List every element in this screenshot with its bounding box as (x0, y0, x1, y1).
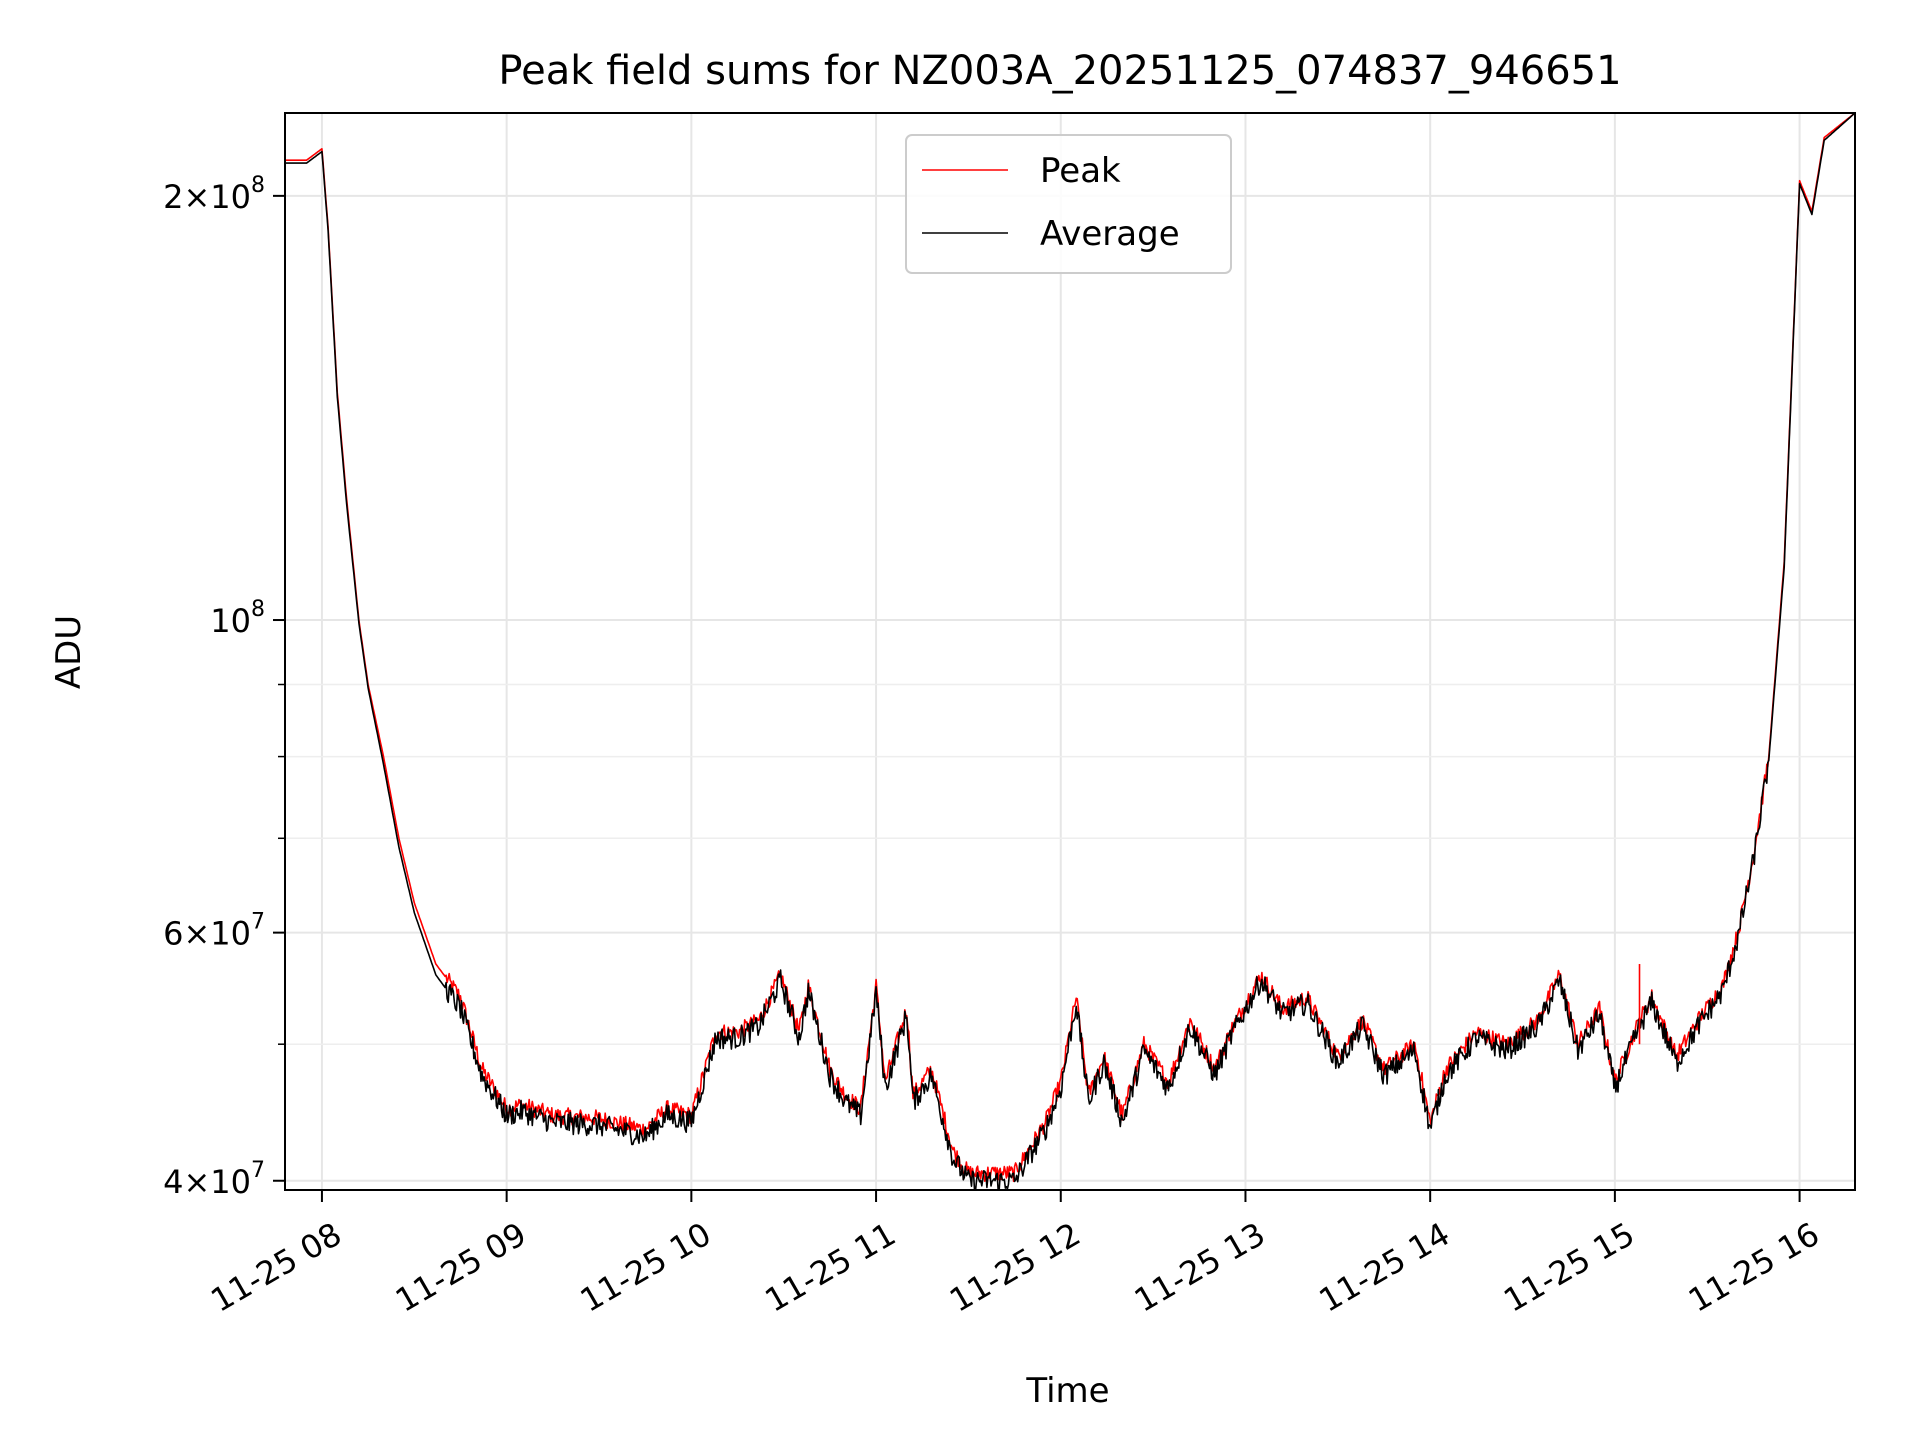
y-tick-label-exponent: 8 (251, 173, 265, 198)
chart-title: Peak field sums for NZ003A_20251125_0748… (498, 48, 1621, 94)
y-tick-label-exponent: 7 (251, 1158, 265, 1183)
x-axis-label: Time (1025, 1371, 1109, 1411)
plot-frame (284, 112, 1856, 1191)
y-tick-label-base: 6×10 (163, 915, 251, 953)
series-layer (285, 113, 1855, 1190)
y-tick-label-base: 2×10 (163, 178, 251, 216)
y-tick-label-exponent: 7 (251, 910, 265, 935)
legend-label-average: Average (1040, 214, 1180, 254)
y-axis-label: ADU (49, 615, 89, 689)
grid-lines (285, 113, 1855, 1190)
y-tick-label: 6×107 (163, 910, 265, 953)
legend-label-peak: Peak (1040, 151, 1121, 191)
series-line-average (285, 113, 1855, 1190)
y-tick-label: 2×108 (163, 173, 265, 216)
legend: Peak Average (905, 134, 1232, 274)
y-tick-label-exponent: 8 (251, 597, 265, 622)
y-tick-label-base: 4×10 (163, 1163, 251, 1201)
y-tick-label: 4×107 (163, 1158, 265, 1201)
y-tick-label: 108 (210, 597, 265, 640)
y-tick-label-base: 10 (210, 602, 251, 640)
